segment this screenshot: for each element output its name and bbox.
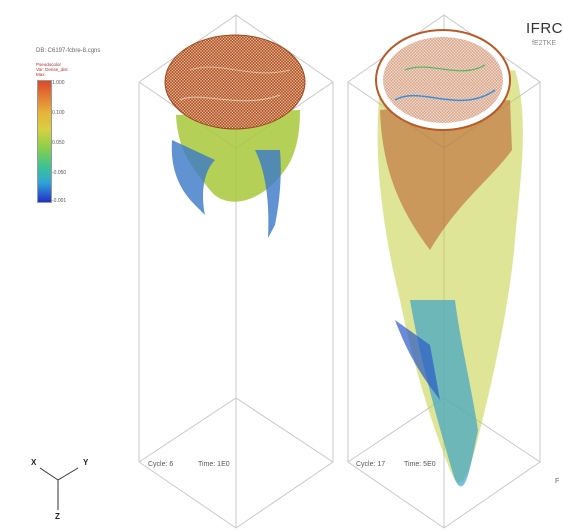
edge-label: F [555,478,560,485]
panel-1-cycle: Cycle: 6 [148,461,174,468]
legend-title: Pseudocolor Var: Dense_dist Max: [36,62,68,77]
legend-tick: 0.100 [52,110,65,116]
axis-x-label: X [31,458,37,467]
panel-1-time: Time: 1E0 [198,461,230,468]
legend-tick: 1.000 [52,80,65,86]
legend-tick: -0.001 [52,198,67,204]
colorbar [37,80,52,203]
page-title: IFRC [526,20,563,37]
legend-tick: -0.050 [52,170,67,176]
dataset-label: DB: C6197-fcbre-8.cgns [36,48,101,54]
page-subtitle: fE2TKE [532,40,557,47]
right-plume [375,29,523,487]
panel-2-cycle: Cycle: 17 [356,461,386,468]
panel-2-time: Time: 5E0 [404,461,436,468]
axis-y-label: Y [83,458,89,467]
axis-z-label: Z [55,512,60,521]
left-plume [164,34,306,238]
axes-triad [39,467,79,510]
legend-tick: 0.050 [52,140,65,146]
